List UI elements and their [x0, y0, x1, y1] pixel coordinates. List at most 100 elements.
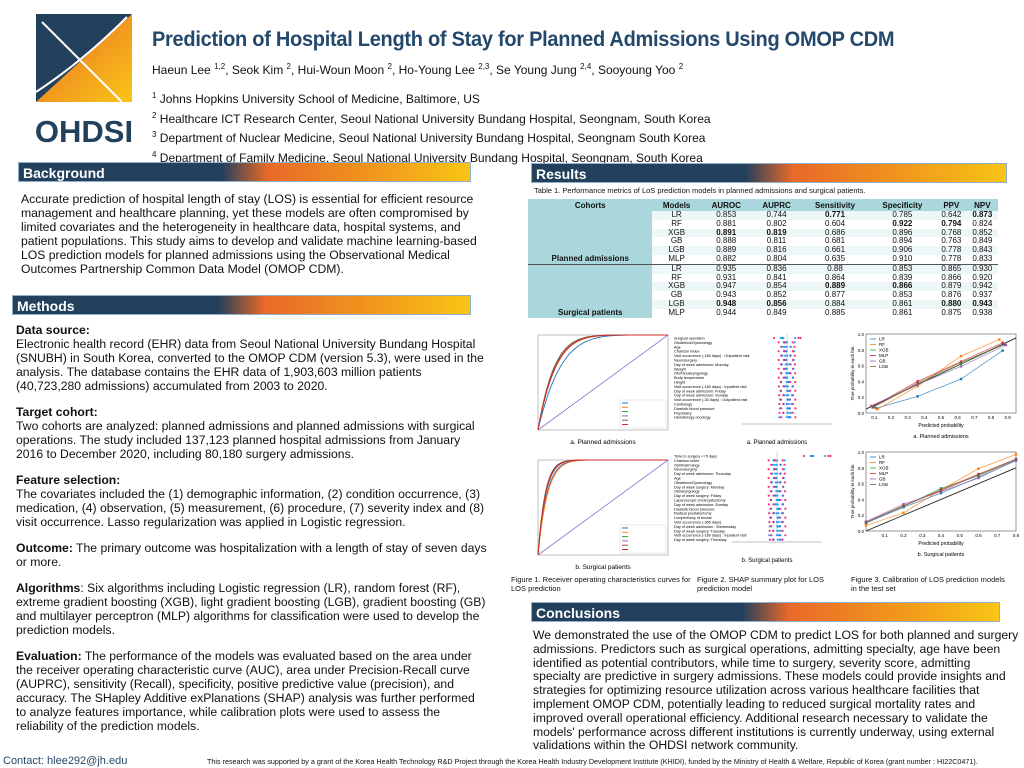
- x-tick-label: 0.1: [871, 415, 878, 420]
- shap-point: [783, 459, 786, 462]
- shap-point: [783, 481, 787, 484]
- shap-point: [790, 394, 794, 397]
- author: Ho-Young Lee 2,3: [398, 62, 490, 77]
- shap-point: [787, 394, 790, 397]
- shap-point: [779, 534, 782, 537]
- shap-feature-label: Day of week surgery: Friday: [674, 494, 721, 498]
- column-header: Sensitivity: [801, 199, 869, 211]
- shap-point: [778, 394, 781, 397]
- shap-point: [770, 525, 773, 528]
- metric-cell: 0.884: [801, 299, 869, 309]
- shap-feature-label: Time to surgery <=5 days: [674, 455, 717, 459]
- shap-feature-label: Body temperature: [674, 376, 704, 380]
- metric-cell: 0.947: [700, 282, 752, 292]
- shap-point: [781, 529, 784, 532]
- shap-point: [781, 538, 784, 541]
- author-affiliation-marker: 1,2: [214, 62, 226, 71]
- contact-email[interactable]: Contact: hlee292@jh.edu: [3, 755, 128, 767]
- shap-point: [775, 490, 778, 493]
- shap-point: [784, 350, 788, 353]
- calibration-panel-label: a. Planned admissions: [913, 434, 969, 440]
- x-tick-label: 0.2: [900, 533, 907, 538]
- shap-point: [791, 411, 794, 414]
- table-row: GB 0.888 0.811 0.681 0.894 0.763 0.849: [528, 237, 998, 246]
- model-cell: MLP: [668, 307, 685, 317]
- shap-feature-label: Day of week admission: Monday: [674, 363, 729, 367]
- affiliation: 3 Department of Nuclear Medicine, Seoul …: [152, 130, 706, 145]
- metric-cell: 0.841: [766, 272, 787, 282]
- shap-point: [777, 367, 780, 370]
- roc-panel: a. Planned admissions: [537, 334, 669, 446]
- shap-point: [773, 468, 776, 471]
- shap-point: [790, 402, 793, 406]
- cohort-cell: Surgical patients: [528, 264, 653, 318]
- shap-point: [772, 336, 776, 340]
- methods-section: Feature selection: The covariates include…: [16, 473, 488, 529]
- shap-point: [784, 516, 787, 519]
- shap-point: [767, 485, 770, 488]
- shap-point: [785, 394, 788, 397]
- shap-point: [778, 516, 781, 519]
- shap-feature-label: Charlson Index: [674, 350, 700, 354]
- author: Sooyoung Yoo 2: [597, 62, 684, 77]
- shap-point: [770, 534, 773, 537]
- metric-cell: 0.885: [825, 307, 846, 317]
- shap-point: [771, 463, 775, 466]
- shap-point: [776, 516, 779, 519]
- shap-point: [777, 520, 780, 524]
- shap-point: [799, 336, 802, 340]
- metric-cell: 0.876: [941, 290, 962, 300]
- table-row: MLP 0.944 0.849 0.885 0.861 0.875 0.938: [528, 307, 998, 318]
- metric-cell: 0.944: [716, 307, 737, 317]
- figure2-caption: Figure 2. SHAP summary plot for LOS pred…: [697, 575, 824, 593]
- x-tick-label: 0.7: [994, 533, 1001, 538]
- shap-feature-label: Diastolic blood pressure: [674, 507, 715, 511]
- metric-cell: 0.744: [751, 210, 802, 220]
- shap-point: [780, 416, 783, 419]
- shap-point: [827, 454, 830, 458]
- metric-cell: 0.778: [941, 253, 962, 263]
- legend-label: XGB: [879, 348, 889, 353]
- metric-cell: 0.865: [936, 264, 967, 274]
- shap-point: [776, 525, 779, 528]
- shap-point: [789, 380, 792, 384]
- shap-point: [774, 472, 777, 475]
- cohort-cell: Planned admissions: [528, 211, 653, 265]
- shap-point: [774, 481, 777, 484]
- shap-point: [779, 498, 782, 502]
- metric-cell: 0.785: [868, 210, 937, 220]
- calibration-point: [959, 361, 963, 364]
- metric-cell: 0.88: [801, 264, 869, 274]
- shap-point: [777, 385, 781, 388]
- shap-point: [784, 525, 787, 528]
- shap-feature-label: Neurosurgery: [674, 468, 697, 472]
- shap-point: [785, 372, 788, 375]
- calibration-point: [916, 380, 919, 383]
- metric-cell: 0.861: [892, 307, 913, 317]
- metric-cell: 0.882: [716, 253, 737, 263]
- metric-cell: 0.920: [972, 272, 993, 282]
- shap-point: [787, 416, 790, 419]
- shap-panel-label: a. Planned admissions: [747, 440, 807, 446]
- column-header: Cohorts: [528, 199, 653, 211]
- legend-label: LR: [879, 455, 886, 460]
- author: Seok Kim 2: [231, 62, 291, 77]
- shap-feature-label: Day of week admission: Sunday: [674, 394, 728, 398]
- calibration-point: [1003, 343, 1006, 346]
- model-cell: LR: [652, 210, 701, 220]
- shap-point: [787, 380, 790, 384]
- y-tick-label: 0.6: [858, 364, 865, 369]
- methods-section-label: Feature selection:: [16, 473, 121, 487]
- author-affiliation-marker: 2,4: [580, 62, 592, 71]
- shap-point: [778, 529, 781, 532]
- shap-point: [794, 398, 797, 401]
- shap-point: [776, 494, 779, 497]
- shap-feature-label: Height: [674, 381, 686, 385]
- metric-cell: 0.833: [972, 253, 993, 263]
- author-list: Haeun Lee 1,2, Seok Kim 2, Hui-Woun Moon…: [152, 62, 684, 77]
- calibration-point: [977, 473, 980, 477]
- metric-cell: 0.896: [868, 228, 937, 238]
- shap-point: [777, 512, 780, 515]
- shap-point: [788, 398, 791, 401]
- shap-point: [784, 507, 787, 510]
